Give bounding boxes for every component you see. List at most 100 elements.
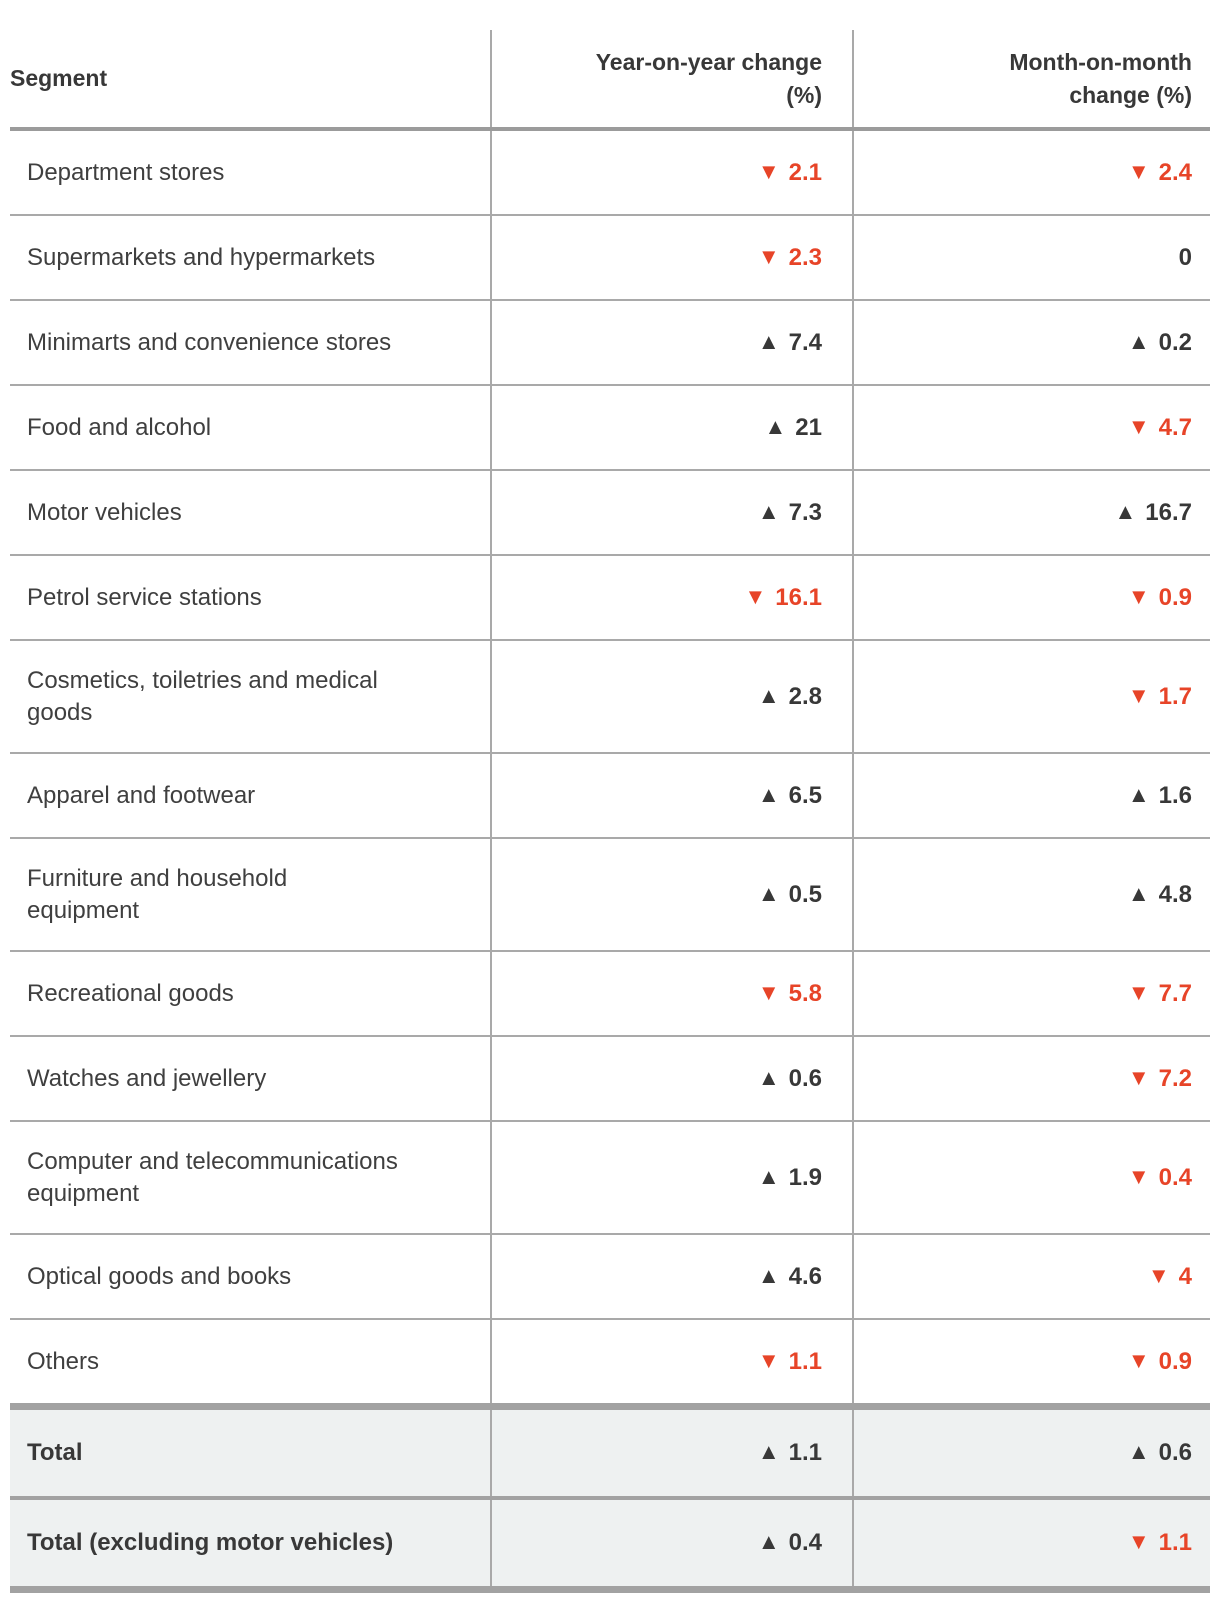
mom-change-value: 4.8 [1158,880,1192,908]
mom-change-cell: ▼ 0.9 [852,556,1210,639]
segment-label: Others [27,1347,100,1375]
up-triangle-icon: ▲ [757,880,780,906]
mom-change-value: 0.6 [1158,1439,1192,1466]
mom-change-value: 7.7 [1158,979,1192,1007]
down-triangle-icon: ▼ [757,243,780,269]
mom-change-cell: ▼ 4.7 [852,386,1210,469]
yoy-change-cell: ▼ 2.3 [490,216,852,299]
mom-change-value: 1.7 [1158,682,1192,710]
up-triangle-icon: ▲ [1127,328,1150,354]
yoy-change-value: 0.6 [788,1064,822,1092]
segment-label: Cosmetics, toiletries and medical goods [27,666,378,726]
mom-change-cell: ▼ 7.7 [852,952,1210,1035]
yoy-change-cell: ▲ 0.6 [490,1037,852,1120]
mom-change-cell: ▲ 1.6 [852,754,1210,837]
mom-change-value: 2.4 [1158,158,1192,186]
mom-change-value: 4.7 [1158,413,1192,441]
yoy-change-value: 2.8 [788,682,822,710]
table-row: Supermarkets and hypermarkets ▼ 2.3 0 [10,216,1210,301]
yoy-change-value: 1.1 [788,1439,822,1466]
mom-change-cell: ▲ 0.2 [852,301,1210,384]
mom-change-value: 4 [1178,1262,1192,1290]
mom-change-cell: ▼ 4 [852,1235,1210,1318]
table-header-row: Segment Year-on-year change (%) Month-on… [10,30,1210,131]
down-triangle-icon: ▼ [1127,413,1150,439]
yoy-change-cell: ▲ 7.4 [490,301,852,384]
yoy-change-cell: ▲ 1.9 [490,1122,852,1233]
table-row: Cosmetics, toiletries and medical goods … [10,641,1210,754]
yoy-change-cell: ▼ 5.8 [490,952,852,1035]
down-triangle-icon: ▼ [757,158,780,184]
up-triangle-icon: ▲ [757,1262,780,1288]
yoy-change-value: 7.3 [788,498,822,526]
yoy-change-value: 6.5 [788,781,822,809]
yoy-change-cell: ▲ 7.3 [490,471,852,554]
segment-label: Food and alcohol [27,413,212,441]
total-row: Total (excluding motor vehicles) ▲ 0.4 ▼… [10,1500,1210,1593]
segment-label: Minimarts and convenience stores [27,328,392,356]
retail-sales-change-table: Segment Year-on-year change (%) Month-on… [10,30,1210,1593]
table-row: Optical goods and books ▲ 4.6 ▼ 4 [10,1235,1210,1320]
column-header-yoy-change: Year-on-year change (%) [490,30,852,127]
up-triangle-icon: ▲ [757,1064,780,1090]
up-triangle-icon: ▲ [1127,880,1150,906]
segment-label: Recreational goods [27,979,234,1007]
segment-label: Petrol service stations [27,583,262,611]
table-row: Minimarts and convenience stores ▲ 7.4 ▲… [10,301,1210,386]
yoy-change-cell: ▲ 4.6 [490,1235,852,1318]
yoy-change-value: 5.8 [788,979,822,1007]
table-row: Department stores ▼ 2.1 ▼ 2.4 [10,131,1210,216]
down-triangle-icon: ▼ [757,979,780,1005]
total-row: Total ▲ 1.1 ▲ 0.6 [10,1410,1210,1500]
yoy-change-value: 2.3 [788,243,822,271]
segment-label: Optical goods and books [27,1262,292,1290]
yoy-change-value: 0.4 [788,1529,822,1556]
table-row: Apparel and footwear ▲ 6.5 ▲ 1.6 [10,754,1210,839]
table-row: Food and alcohol ▲ 21 ▼ 4.7 [10,386,1210,471]
segment-label: Furniture and household equipment [27,864,288,924]
yoy-change-value: 0.5 [788,880,822,908]
yoy-change-value: 1.9 [788,1163,822,1191]
mom-change-cell: ▼ 7.2 [852,1037,1210,1120]
column-header-segment: Segment [10,65,108,92]
table-row: Others ▼ 1.1 ▼ 0.9 [10,1320,1210,1410]
yoy-change-cell: ▲ 6.5 [490,754,852,837]
table-row: Petrol service stations ▼ 16.1 ▼ 0.9 [10,556,1210,641]
table-row: Motor vehicles ▲ 7.3 ▲ 16.7 [10,471,1210,556]
mom-change-value: 0.9 [1158,1347,1192,1375]
up-triangle-icon: ▲ [757,498,780,524]
mom-change-cell: 0 [852,216,1210,299]
mom-change-cell: ▼ 1.7 [852,641,1210,752]
segment-label: Computer and telecommunications equipmen… [27,1147,398,1207]
mom-change-value: 1.1 [1158,1529,1192,1556]
segment-label: Total (excluding motor vehicles) [27,1529,394,1557]
segment-label: Department stores [27,158,225,186]
down-triangle-icon: ▼ [1127,682,1150,708]
table-row: Furniture and household equipment ▲ 0.5 … [10,839,1210,952]
table-body: Department stores ▼ 2.1 ▼ 2.4 Supermarke… [10,131,1210,1593]
yoy-change-cell: ▲ 1.1 [490,1410,852,1496]
mom-change-cell: ▲ 4.8 [852,839,1210,950]
up-triangle-icon: ▲ [757,682,780,708]
up-triangle-icon: ▲ [757,1163,780,1189]
down-triangle-icon: ▼ [757,1347,780,1373]
yoy-change-value: 1.1 [788,1347,822,1375]
yoy-change-cell: ▲ 0.4 [490,1500,852,1586]
mom-change-value: 0.4 [1158,1163,1192,1191]
mom-change-cell: ▼ 0.9 [852,1320,1210,1403]
yoy-change-value: 2.1 [788,158,822,186]
mom-change-value: 16.7 [1145,498,1192,526]
table-row: Watches and jewellery ▲ 0.6 ▼ 7.2 [10,1037,1210,1122]
up-triangle-icon: ▲ [757,1439,780,1464]
mom-change-value: 0.2 [1158,328,1192,356]
up-triangle-icon: ▲ [1127,1439,1150,1464]
yoy-change-cell: ▼ 1.1 [490,1320,852,1403]
mom-change-value: 1.6 [1158,781,1192,809]
up-triangle-icon: ▲ [1127,781,1150,807]
up-triangle-icon: ▲ [757,1529,780,1554]
mom-change-value: 0.9 [1158,583,1192,611]
yoy-change-value: 4.6 [788,1262,822,1290]
segment-label: Supermarkets and hypermarkets [27,243,376,271]
mom-change-value: 0 [1178,243,1192,271]
